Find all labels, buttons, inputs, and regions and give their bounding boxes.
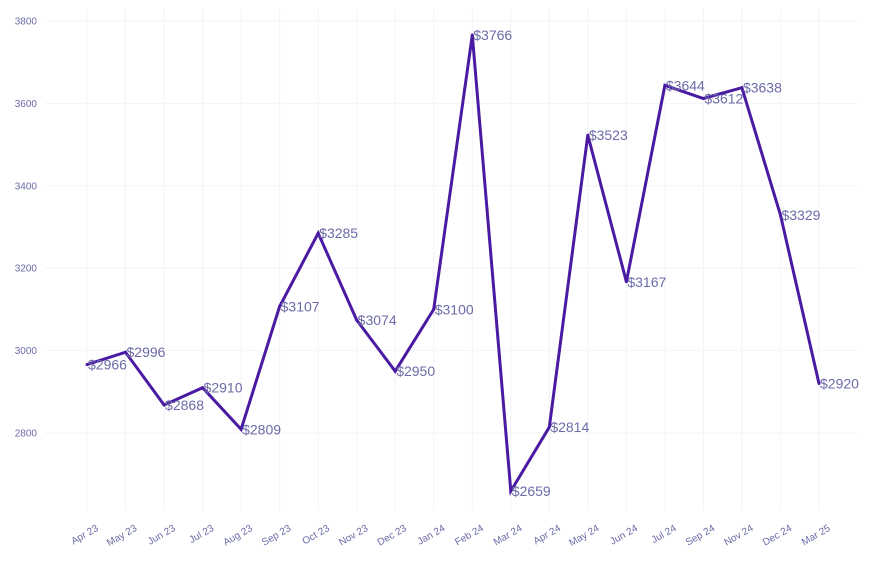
x-axis: Apr 23 May 23 Jun 23 Jul 23 Aug 23 Sep 23 Oct … — [69, 523, 832, 549]
data-point — [586, 133, 590, 137]
data-label: $2996 — [127, 344, 166, 360]
x-tick-label: Dec 23 — [376, 523, 409, 549]
y-tick-label: 3800 — [15, 17, 38, 28]
data-label: $3329 — [781, 207, 820, 223]
x-tick-label: Jul 23 — [187, 523, 216, 546]
x-gridlines — [86, 8, 820, 510]
data-label: $3523 — [589, 127, 628, 143]
data-label: $3074 — [358, 312, 397, 328]
data-label: $3638 — [743, 80, 782, 96]
series-line — [86, 34, 821, 496]
data-labels: $2966$2996 $2868$2910 $2809 $3107 $3285 $3074… — [88, 27, 859, 499]
y-gridlines — [45, 20, 858, 434]
data-point — [278, 305, 282, 309]
y-tick-label: 3600 — [15, 99, 38, 110]
x-tick-label: Jan 24 — [416, 523, 448, 548]
data-point — [509, 489, 513, 493]
data-label: $2950 — [396, 363, 435, 379]
data-point — [432, 307, 436, 311]
data-point — [124, 350, 128, 354]
data-label: $3285 — [319, 225, 358, 241]
x-tick-label: Mar 25 — [800, 523, 833, 548]
x-tick-label: Mar 24 — [492, 523, 525, 548]
data-label: $3766 — [473, 27, 512, 43]
x-tick-label: Jul 24 — [650, 523, 679, 546]
data-label: $2809 — [242, 421, 281, 437]
y-tick-label: 2800 — [15, 429, 38, 440]
x-tick-label: Oct 23 — [301, 523, 332, 547]
y-tick-label: 3200 — [15, 264, 38, 275]
x-tick-label: Apr 24 — [532, 523, 563, 547]
data-point — [239, 427, 243, 431]
data-point — [663, 83, 667, 87]
x-tick-label: Jun 23 — [146, 523, 178, 548]
data-label: $2966 — [88, 357, 127, 373]
x-tick-label: Dec 24 — [761, 523, 794, 549]
x-tick-label: Apr 23 — [69, 523, 100, 547]
data-point — [547, 425, 551, 429]
x-tick-label: Nov 23 — [337, 523, 370, 549]
data-point — [740, 86, 744, 90]
y-axis: 2800 3000 3200 3400 3600 3800 — [15, 17, 38, 440]
data-point — [162, 403, 166, 407]
x-tick-label: Jun 24 — [608, 523, 640, 548]
y-tick-label: 3000 — [15, 346, 38, 357]
data-label: $3107 — [281, 299, 320, 315]
data-label: $2814 — [550, 419, 589, 435]
data-label: $3612 — [704, 90, 743, 106]
data-point — [316, 231, 320, 235]
data-point — [201, 386, 205, 390]
y-tick-label: 3400 — [15, 181, 38, 192]
data-label: $3100 — [435, 301, 474, 317]
x-tick-label: Sep 23 — [260, 523, 293, 549]
data-label: $2868 — [165, 397, 204, 413]
data-point — [817, 382, 821, 386]
data-label: $3644 — [666, 77, 705, 93]
x-tick-label: Sep 24 — [684, 523, 717, 549]
data-label: $2659 — [512, 483, 551, 499]
x-tick-label: May 23 — [105, 523, 139, 549]
x-tick-label: May 24 — [567, 523, 601, 549]
data-point — [624, 280, 628, 284]
x-tick-label: Feb 24 — [453, 523, 486, 548]
data-label: $3167 — [627, 274, 666, 290]
series-group — [85, 33, 821, 496]
data-point — [393, 369, 397, 373]
data-label: $2910 — [204, 380, 243, 396]
data-point — [85, 363, 89, 367]
data-point — [355, 318, 359, 322]
x-tick-label: Nov 24 — [723, 523, 756, 549]
data-point — [778, 213, 782, 217]
x-tick-label: Aug 23 — [222, 523, 255, 549]
data-point — [701, 96, 705, 100]
data-point — [470, 33, 474, 37]
data-label: $2920 — [820, 376, 859, 392]
